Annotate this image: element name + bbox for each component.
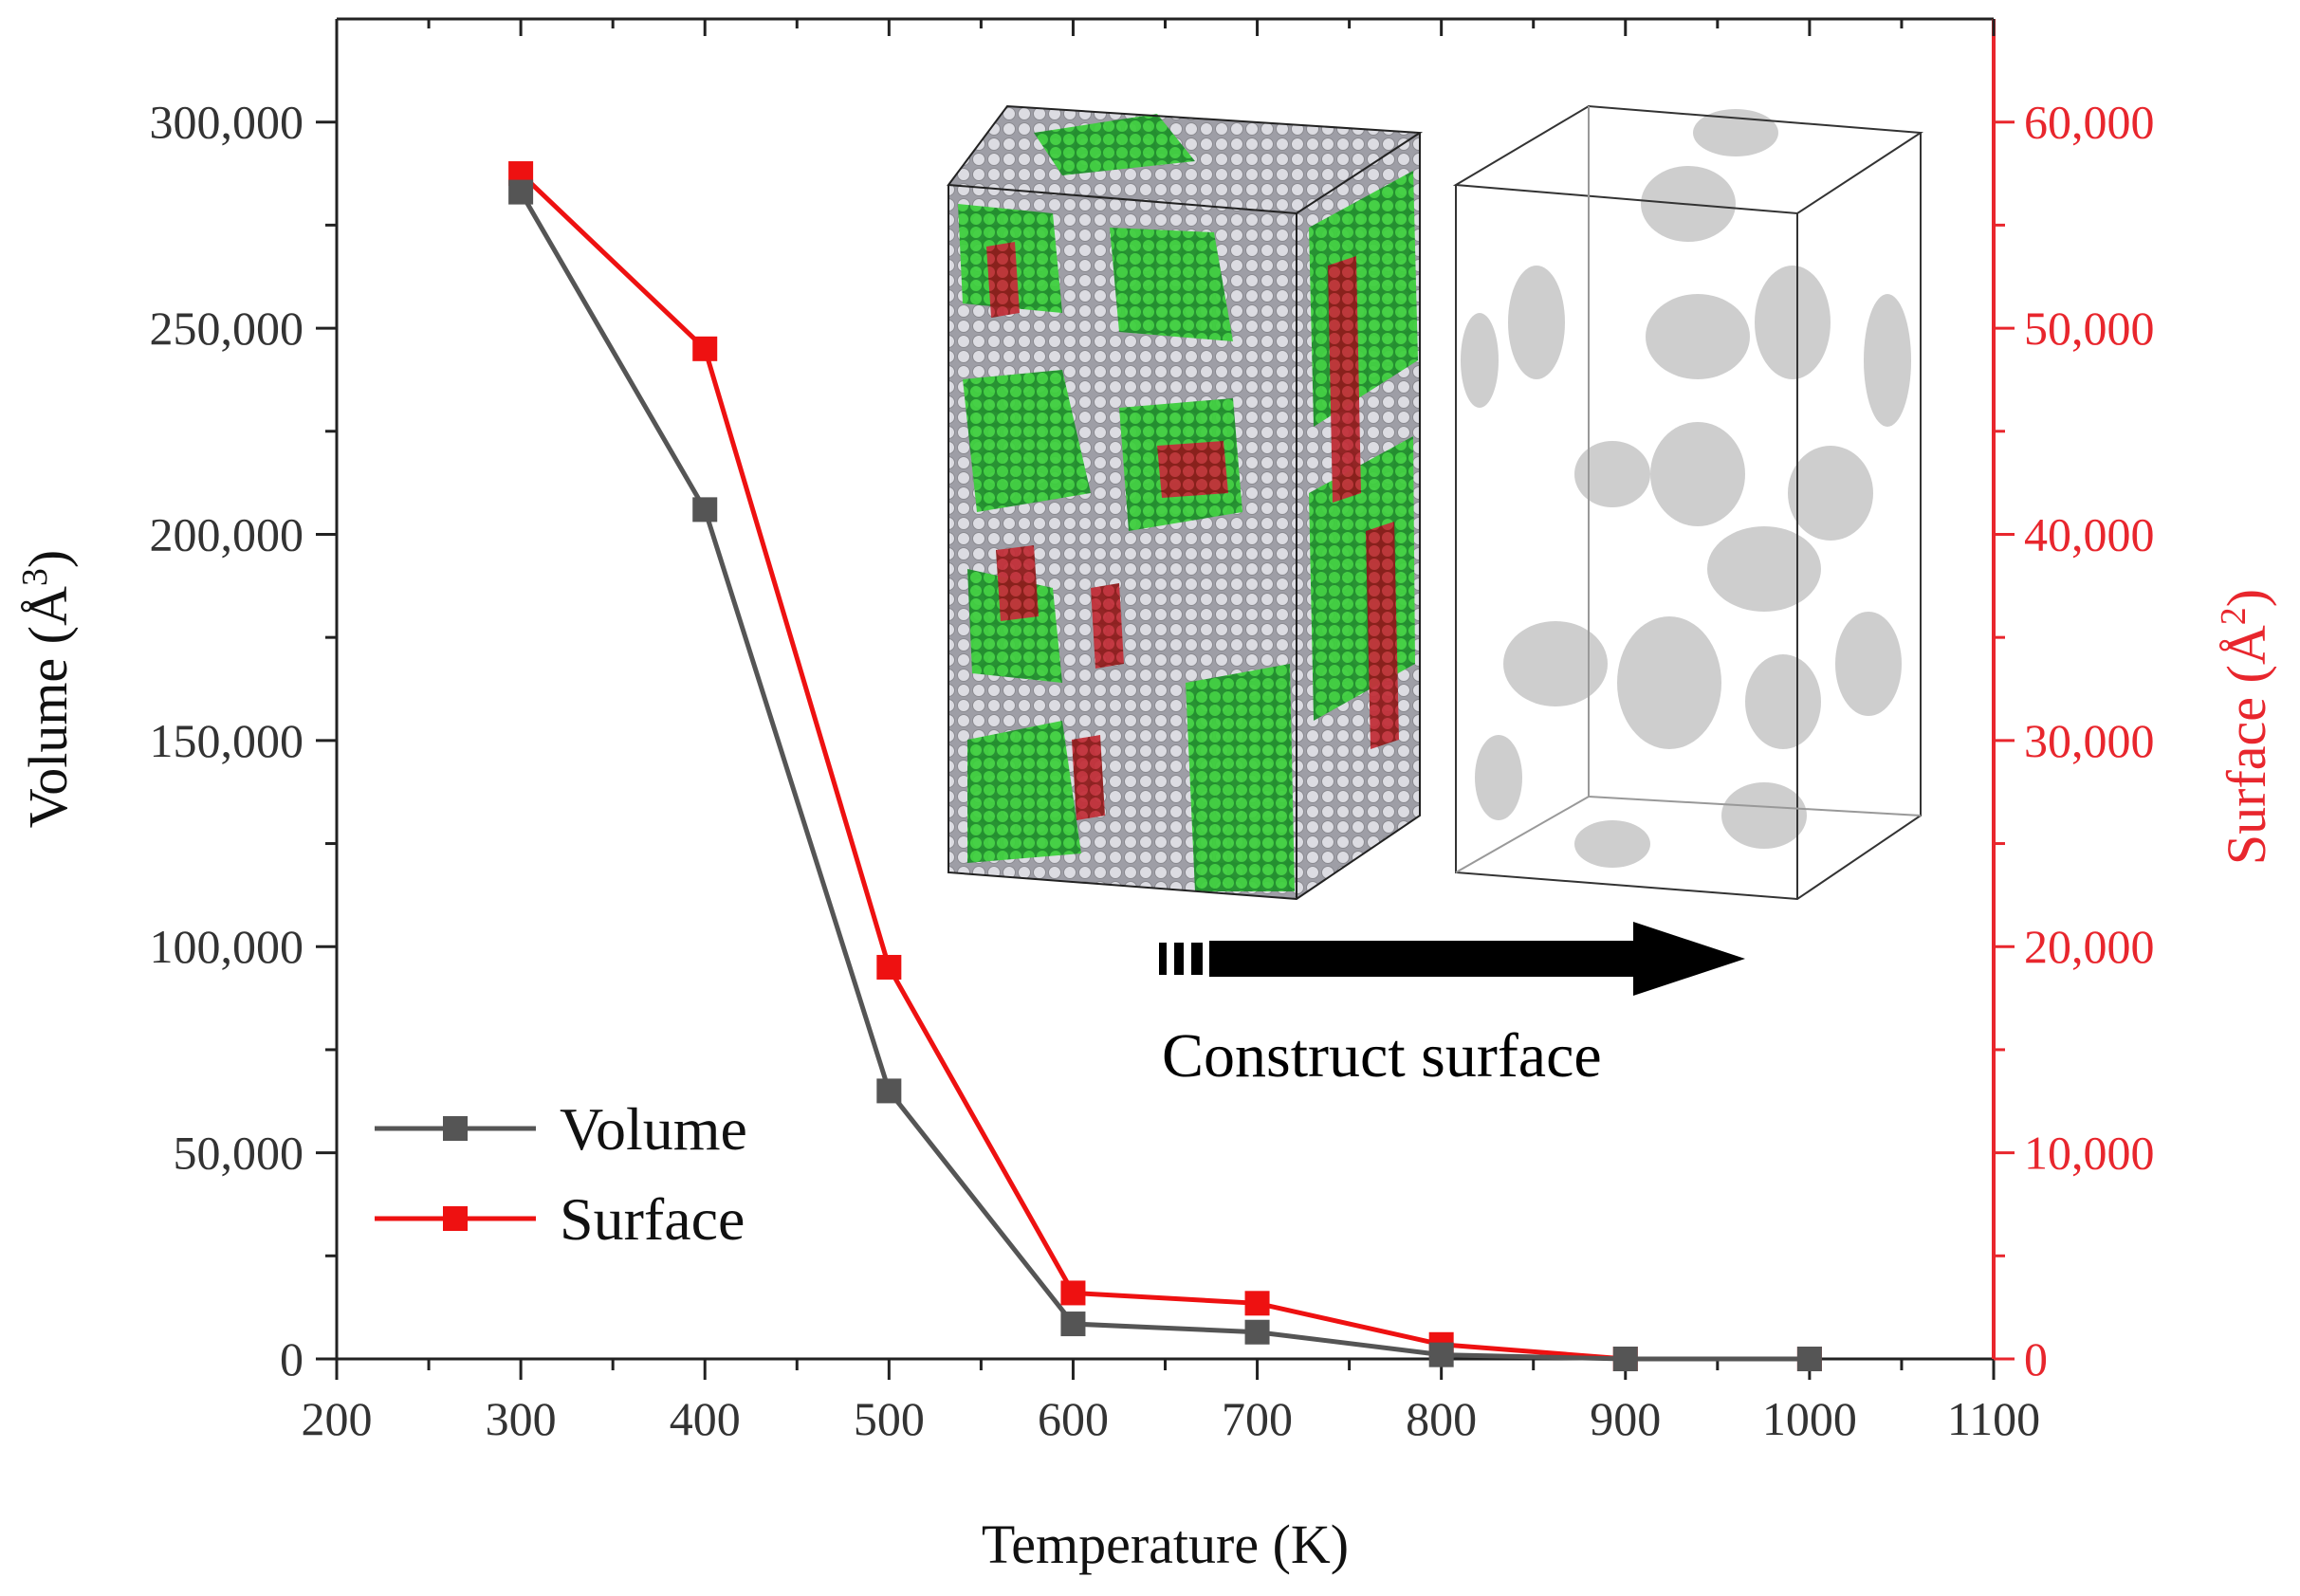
y-right-tick-label: 0 xyxy=(2024,1332,2048,1385)
point-volume xyxy=(1612,1347,1638,1371)
y-right-tick-label: 40,000 xyxy=(2024,507,2155,560)
legend-label-volume: Volume xyxy=(560,1095,747,1163)
y-right-tick-label: 10,000 xyxy=(2024,1127,2155,1180)
x-axis-label: Temperature (K) xyxy=(982,1513,1349,1575)
red-grains xyxy=(986,242,1399,820)
point-surface xyxy=(1244,1291,1270,1316)
x-tick-label: 600 xyxy=(1038,1392,1109,1445)
y-left-tick-label: 150,000 xyxy=(150,714,304,767)
x-tick-label: 1000 xyxy=(1762,1392,1857,1445)
point-volume xyxy=(1244,1319,1270,1345)
point-volume xyxy=(1428,1342,1454,1367)
legend: Volume Surface xyxy=(375,1095,747,1253)
y-left-axis-label: Volume (Å3) xyxy=(15,550,79,828)
plot-area xyxy=(508,161,1822,1371)
legend-marker-volume xyxy=(443,1116,468,1141)
point-surface xyxy=(1060,1280,1086,1306)
y-left-tick-label: 250,000 xyxy=(150,302,304,355)
y-left-tick-label: 50,000 xyxy=(174,1127,304,1180)
series-line-volume xyxy=(518,191,1810,1362)
y-right-tick-label: 20,000 xyxy=(2024,920,2155,973)
x-tick-label: 800 xyxy=(1406,1392,1477,1445)
x-tick-label: 400 xyxy=(670,1392,741,1445)
inset-annotation: Construct surface xyxy=(1162,1021,1602,1091)
atomistic-box xyxy=(947,104,1424,901)
point-volume xyxy=(1060,1312,1086,1337)
point-surface xyxy=(876,954,902,980)
point-volume xyxy=(876,1078,902,1104)
y-left-tick-label: 300,000 xyxy=(150,96,304,149)
x-tick-label: 700 xyxy=(1222,1392,1293,1445)
point-volume xyxy=(692,497,718,523)
y-left-tick-label: 100,000 xyxy=(150,920,304,973)
ticks-group: 200 300 400 500 600 700 800 900 1000 1100 0 50,000 1… xyxy=(150,17,2155,1445)
point-volume xyxy=(1796,1347,1822,1371)
x-tick-label: 200 xyxy=(302,1392,373,1445)
y-right-axis-label: Surface (Å2) xyxy=(2214,589,2277,865)
y-left-tick-label: 0 xyxy=(280,1332,304,1385)
point-surface xyxy=(692,336,718,361)
y-right-tick-label: 30,000 xyxy=(2024,714,2155,767)
inset-illustration: Construct surface xyxy=(947,104,1923,1091)
arrow-icon xyxy=(1159,922,1745,996)
legend-marker-surface xyxy=(443,1206,468,1231)
x-tick-label: 500 xyxy=(854,1392,925,1445)
x-tick-label: 300 xyxy=(486,1392,557,1445)
y-right-tick-label: 60,000 xyxy=(2024,96,2155,149)
y-left-tick-label: 200,000 xyxy=(150,507,304,560)
x-tick-label: 1100 xyxy=(1947,1392,2040,1445)
y-right-tick-label: 50,000 xyxy=(2024,302,2155,355)
x-tick-label: 900 xyxy=(1590,1392,1661,1445)
surface-box xyxy=(1452,104,1923,901)
legend-label-surface: Surface xyxy=(560,1185,745,1253)
axis-labels: Temperature (K) Volume (Å3) Surface (Å2) xyxy=(15,550,2277,1575)
point-volume xyxy=(508,179,534,205)
